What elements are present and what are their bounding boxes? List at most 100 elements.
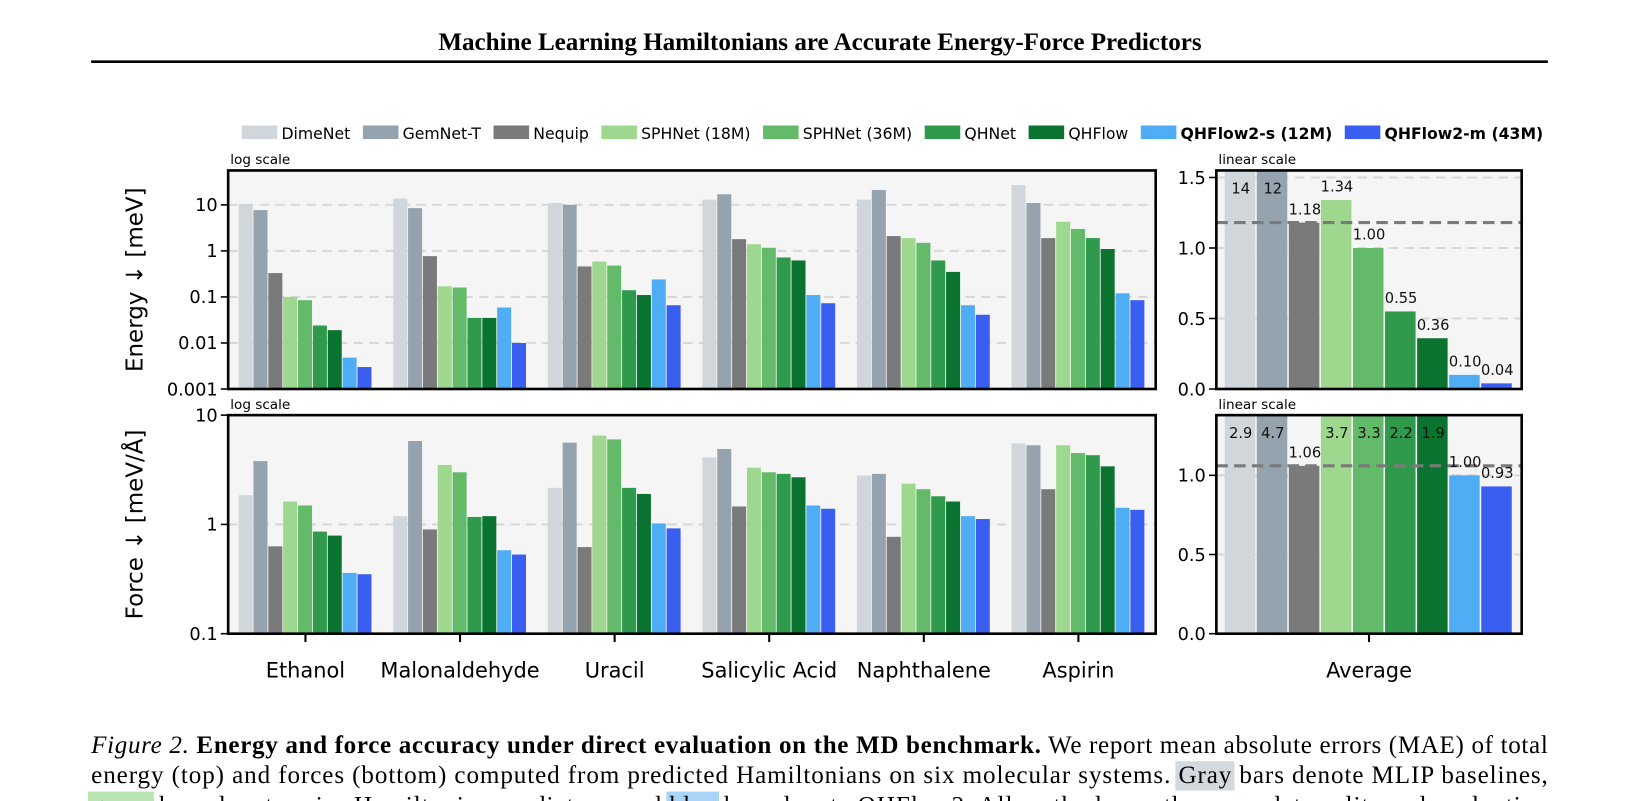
bar <box>717 194 732 389</box>
bar <box>1385 415 1416 634</box>
bar <box>960 516 975 634</box>
bar <box>342 572 357 634</box>
bar <box>666 528 681 634</box>
value-label: 1.9 <box>1422 425 1445 442</box>
bar <box>1352 247 1384 389</box>
legend-label: QHNet <box>964 124 1016 143</box>
bar <box>776 257 791 389</box>
bar <box>1115 507 1130 634</box>
scale-label: log scale <box>230 152 290 168</box>
bar <box>1417 415 1448 634</box>
caption-line: energy (top) and forces (bottom) compute… <box>91 762 1548 789</box>
legend-swatch <box>362 125 399 140</box>
bar <box>702 199 717 389</box>
bar <box>607 439 622 634</box>
caption-run: We report mean absolute errors (MAE) of … <box>1042 732 1548 759</box>
bar <box>1449 374 1480 389</box>
bar <box>1352 415 1384 634</box>
x-tick-label: Ethanol <box>266 659 345 683</box>
bar <box>253 210 268 389</box>
y-tick-label: 1 <box>206 242 217 262</box>
bar <box>636 295 651 389</box>
bar <box>547 487 562 634</box>
bar <box>238 203 253 389</box>
bar <box>871 190 886 389</box>
bar <box>1070 453 1085 634</box>
bar <box>1011 185 1026 389</box>
bar <box>761 247 776 389</box>
plot-area <box>228 415 1156 634</box>
bar <box>312 531 327 634</box>
bar <box>422 256 437 389</box>
bar <box>746 244 761 389</box>
legend-swatch <box>763 125 799 140</box>
x-tick-label: Average <box>1326 659 1412 683</box>
bar <box>327 535 342 634</box>
bar <box>856 199 872 389</box>
bar <box>1385 311 1416 389</box>
value-label: 0.55 <box>1385 290 1418 307</box>
bar <box>357 367 372 389</box>
bar <box>791 477 806 634</box>
bar <box>497 307 512 389</box>
bar <box>452 472 467 634</box>
y-axis-label: Force ↓ [meV/Å] <box>120 429 148 619</box>
value-label: 4.7 <box>1261 425 1284 442</box>
value-label: 1.06 <box>1289 444 1322 461</box>
plot-frame <box>226 413 1157 635</box>
y-tick-label: 0.1 <box>189 288 217 308</box>
caption-run: energy (top) and forces (bottom) compute… <box>91 762 1177 789</box>
bar <box>1130 300 1145 389</box>
value-label: 0.93 <box>1481 465 1514 482</box>
bar <box>1224 170 1256 389</box>
plot-frame <box>1215 413 1523 635</box>
scale-label: log scale <box>230 397 290 413</box>
page-title: Machine Learning Hamiltonians are Accura… <box>438 29 1202 56</box>
bar <box>592 435 607 634</box>
bar <box>1085 455 1100 634</box>
legend-label: SPHNet (18M) <box>641 124 750 143</box>
bar <box>482 317 497 389</box>
bar <box>422 529 437 634</box>
y-tick-label: 1.5 <box>1178 169 1206 189</box>
bar <box>651 279 666 389</box>
value-label: 0.04 <box>1481 362 1514 379</box>
value-label: 3.3 <box>1357 425 1380 442</box>
y-axis-label: Energy ↓ [meV] <box>122 187 148 372</box>
bar <box>342 357 357 389</box>
bar <box>497 550 512 634</box>
value-label: 1.18 <box>1289 201 1322 218</box>
highlight-layer <box>88 791 719 801</box>
caption-line: green bars denote prior Hamiltonian pred… <box>91 793 1548 801</box>
legend-label: QHFlow2-m (43M) <box>1385 124 1544 143</box>
bar <box>268 546 283 634</box>
bar <box>821 303 836 389</box>
legend-swatch <box>1344 125 1381 140</box>
bar <box>393 516 408 634</box>
bar <box>357 574 372 634</box>
bar <box>1011 443 1026 634</box>
y-tick-label: 0.01 <box>178 334 218 354</box>
bar <box>1481 383 1512 389</box>
caption-highlight <box>88 791 155 801</box>
value-label: 12 <box>1263 180 1282 197</box>
bar <box>931 260 946 389</box>
bar <box>452 287 467 389</box>
bar <box>562 442 577 634</box>
caption-run: bars denote QHFlow2. All methods use the… <box>717 793 1548 801</box>
plot-area <box>228 185 1156 389</box>
bar <box>408 208 423 389</box>
bar <box>901 483 916 634</box>
bar <box>975 314 990 389</box>
legend-swatch <box>1028 125 1065 140</box>
bar <box>298 300 313 389</box>
bar <box>253 461 268 634</box>
bar <box>437 464 452 634</box>
bar <box>327 330 342 389</box>
bar <box>1320 415 1352 634</box>
bar <box>1256 170 1288 389</box>
bar <box>636 493 651 634</box>
legend-label: QHFlow2-s (12M) <box>1181 124 1333 143</box>
caption-line: Figure 2. Energy and force accuracy unde… <box>90 732 1548 759</box>
bar <box>1041 238 1056 389</box>
